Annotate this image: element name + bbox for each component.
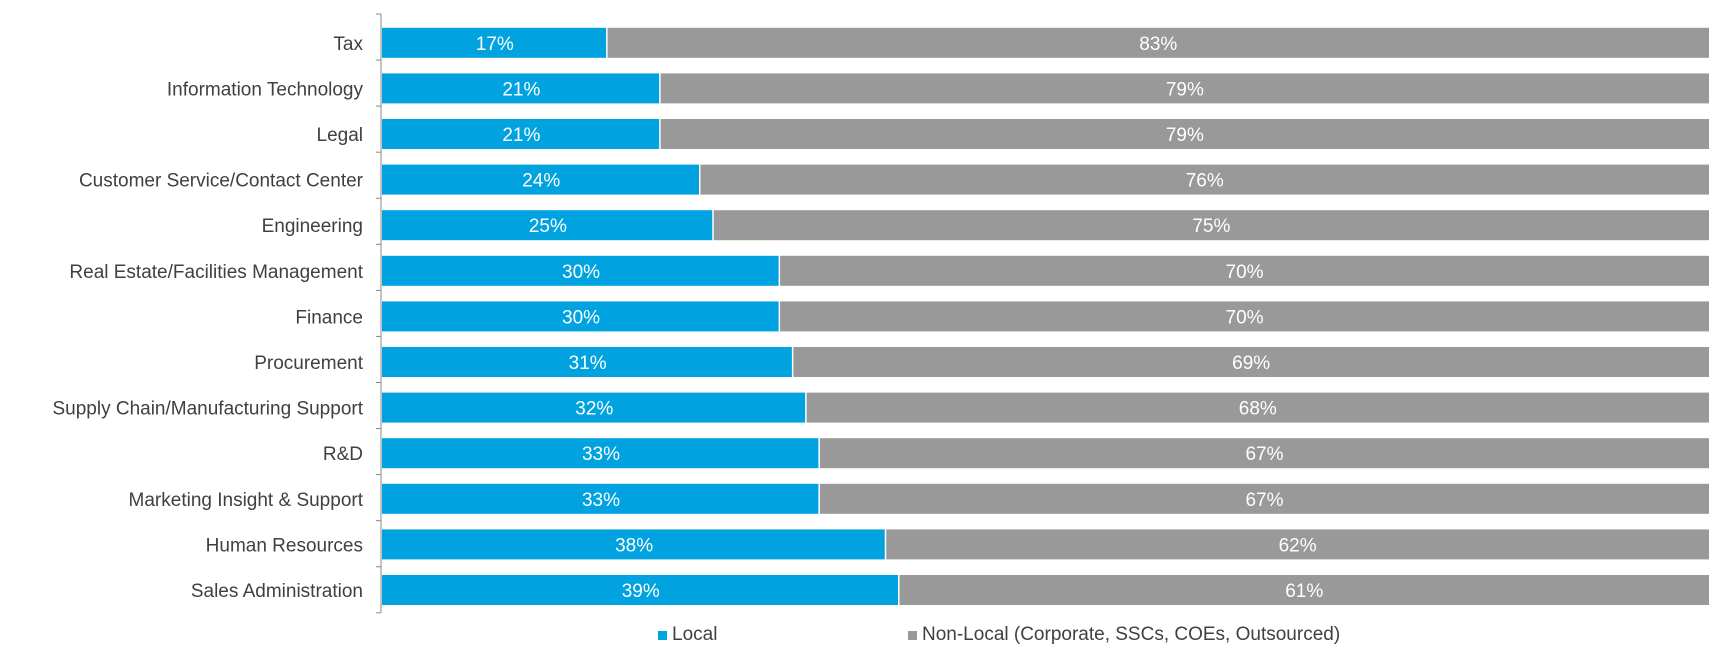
bar-non-local — [607, 27, 1709, 58]
data-label-non-local: 70% — [1226, 307, 1264, 328]
category-label: Customer Service/Contact Center — [79, 171, 364, 192]
data-label-non-local: 67% — [1245, 490, 1283, 511]
bar-local — [382, 483, 819, 514]
data-label-non-local: 69% — [1232, 353, 1270, 374]
bar-non-local — [793, 347, 1709, 377]
category-label: Procurement — [254, 353, 363, 374]
bar-non-local — [806, 392, 1709, 423]
category-label: Human Resources — [206, 535, 363, 556]
bar-non-local — [713, 210, 1709, 241]
legend: Local Non-Local (Corporate, SSCs, COEs, … — [0, 624, 1709, 648]
category-label: Supply Chain/Manufacturing Support — [52, 399, 363, 420]
legend-swatch-local — [658, 630, 667, 640]
legend-label-non-local: Non-Local (Corporate, SSCs, COEs, Outsou… — [922, 624, 1341, 645]
bar-local — [382, 255, 779, 286]
bar-non-local — [819, 483, 1709, 514]
data-label-local: 31% — [569, 353, 607, 374]
category-label: Legal — [317, 125, 364, 146]
bar-non-local — [886, 529, 1709, 560]
data-label-local: 30% — [562, 262, 600, 283]
data-label-local: 24% — [522, 171, 560, 192]
data-label-local: 21% — [502, 79, 540, 100]
bar-local — [382, 438, 819, 469]
bar-local — [382, 301, 779, 332]
category-label: Sales Administration — [191, 581, 363, 602]
bar-non-local — [660, 73, 1709, 104]
legend-label-local: Local — [672, 624, 718, 645]
bar-local — [382, 210, 713, 241]
category-label: Finance — [295, 307, 363, 328]
axis-ticks — [376, 13, 381, 614]
data-label-non-local: 79% — [1166, 79, 1204, 100]
bar-local — [382, 119, 660, 149]
data-label-local: 25% — [529, 216, 567, 237]
legend-swatch-non-local — [908, 630, 917, 640]
data-label-local: 30% — [562, 307, 600, 328]
data-label-non-local: 75% — [1192, 216, 1230, 237]
bar-local — [382, 575, 899, 605]
data-label-non-local: 83% — [1139, 34, 1177, 55]
data-label-non-local: 68% — [1239, 399, 1277, 420]
data-label-non-local: 76% — [1186, 171, 1224, 192]
category-label: Engineering — [262, 216, 363, 237]
legend-item-non-local: Non-Local (Corporate, SSCs, COEs, Outsou… — [908, 624, 1340, 646]
category-label: Information Technology — [167, 79, 364, 100]
category-label: Tax — [333, 34, 363, 55]
data-label-non-local: 62% — [1279, 535, 1317, 556]
data-label-non-local: 70% — [1226, 262, 1264, 283]
category-label: Marketing Insight & Support — [129, 490, 364, 511]
bar-non-local — [660, 119, 1709, 149]
category-label: R&D — [323, 444, 363, 465]
bar-non-local — [700, 164, 1709, 195]
data-label-local: 21% — [502, 125, 540, 146]
data-label-local: 38% — [615, 535, 653, 556]
data-label-local: 33% — [582, 444, 620, 465]
data-label-local: 32% — [575, 399, 613, 420]
bar-local — [382, 347, 792, 377]
data-label-non-local: 61% — [1285, 581, 1323, 602]
bar-non-local — [780, 301, 1709, 332]
data-label-local: 39% — [622, 581, 660, 602]
bar-non-local — [899, 575, 1709, 605]
bars-group — [382, 27, 1709, 605]
bar-local — [382, 529, 885, 560]
bar-local — [382, 164, 699, 195]
data-label-non-local: 67% — [1245, 444, 1283, 465]
bar-local — [382, 27, 607, 58]
bar-non-local — [819, 438, 1709, 469]
stacked-bar-chart: 17% 83% Tax 21% 79% Information Technology 21%… — [52, 13, 1709, 614]
labels-group: 17% 83% Tax 21% 79% Information Technology 21%… — [52, 34, 1323, 602]
bar-non-local — [780, 255, 1709, 286]
data-label-local: 17% — [476, 34, 514, 55]
data-label-local: 33% — [582, 490, 620, 511]
legend-item-local: Local — [658, 624, 717, 646]
bar-local — [382, 392, 806, 423]
bar-local — [382, 73, 660, 104]
category-label: Real Estate/Facilities Management — [69, 262, 363, 283]
data-label-non-local: 79% — [1166, 125, 1204, 146]
